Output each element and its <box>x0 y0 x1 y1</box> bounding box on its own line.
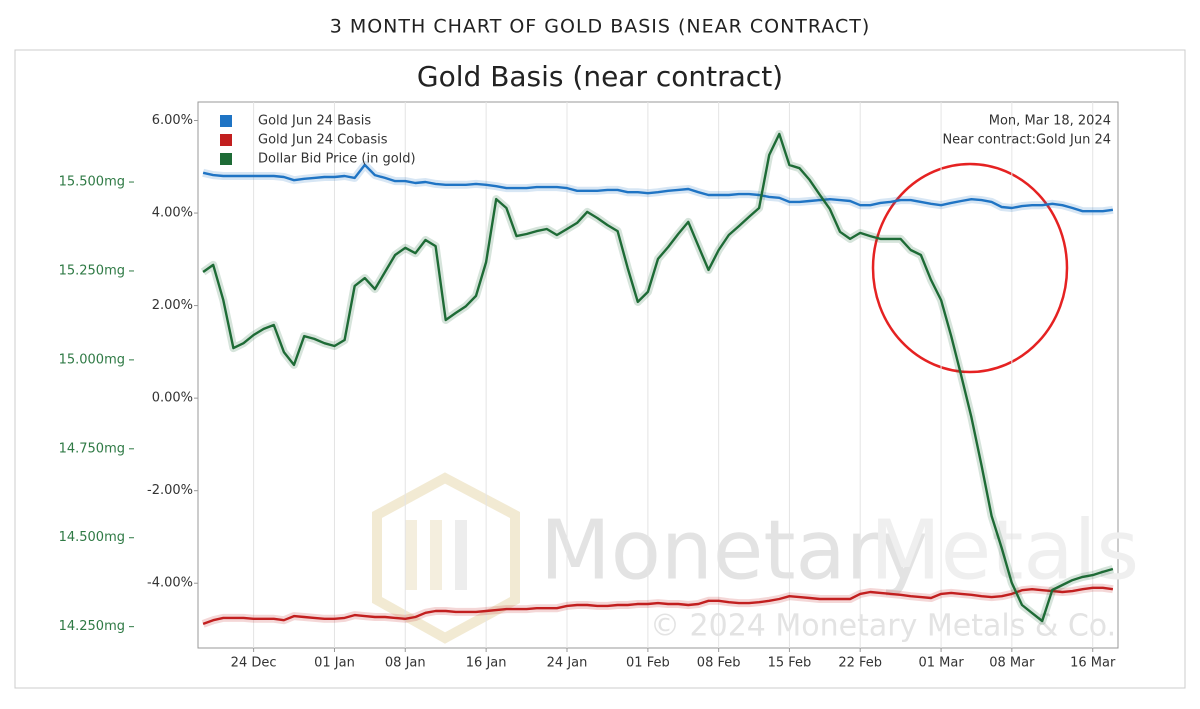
x-tick-label: 15 Feb <box>768 656 812 671</box>
chart-title: Gold Basis (near contract) <box>417 60 783 93</box>
legend-swatch <box>220 115 232 127</box>
highlight-circle <box>871 162 1069 374</box>
y-tick-label: 2.00% <box>152 298 193 313</box>
legend-label: Gold Jun 24 Cobasis <box>258 133 388 148</box>
x-tick-label: 24 Jan <box>547 656 588 671</box>
y-tick-label: 4.00% <box>152 206 193 221</box>
annotation: Mon, Mar 18, 2024 <box>989 114 1111 129</box>
y-tick-label: 0.00% <box>152 391 193 406</box>
y2-tick-label: 14.500mg <box>59 530 125 545</box>
page-title: 3 MONTH CHART OF GOLD BASIS (NEAR CONTRA… <box>330 16 871 38</box>
x-tick-label: 08 Jan <box>385 656 426 671</box>
x-tick-label: 08 Feb <box>697 656 741 671</box>
watermark-text: © 2024 Monetary Metals & Co. <box>650 609 1116 644</box>
x-tick-label: 01 Jan <box>314 656 355 671</box>
y2-tick-label: 14.250mg <box>59 619 125 634</box>
legend-swatch <box>220 153 232 165</box>
y-tick-label: -4.00% <box>147 576 193 591</box>
y-tick-label: 6.00% <box>152 113 193 128</box>
watermark-text: Metals <box>870 503 1139 598</box>
x-tick-label: 01 Mar <box>918 656 964 671</box>
plot-area <box>197 101 1119 649</box>
x-tick-label: 16 Jan <box>466 656 507 671</box>
legend-swatch <box>220 134 232 146</box>
series-line <box>202 586 1114 626</box>
x-tick-label: 16 Mar <box>1070 656 1116 671</box>
x-tick-label: 01 Feb <box>626 656 670 671</box>
y2-tick-label: 15.250mg <box>59 263 125 278</box>
watermark-logo <box>372 472 520 644</box>
series-line <box>202 163 1114 213</box>
x-tick-label: 22 Feb <box>838 656 882 671</box>
y2-tick-label: 15.000mg <box>59 352 125 367</box>
y2-tick-label: 15.500mg <box>59 175 125 190</box>
series-line <box>202 132 1114 623</box>
legend-label: Dollar Bid Price (in gold) <box>258 152 416 167</box>
annotation: Near contract:Gold Jun 24 <box>942 133 1111 148</box>
y-tick-label: -2.00% <box>147 483 193 498</box>
watermark-text: Monetary <box>540 503 928 598</box>
y2-tick-label: 14.750mg <box>59 441 125 456</box>
legend-label: Gold Jun 24 Basis <box>258 114 371 129</box>
x-tick-label: 08 Mar <box>989 656 1035 671</box>
x-tick-label: 24 Dec <box>231 656 277 671</box>
